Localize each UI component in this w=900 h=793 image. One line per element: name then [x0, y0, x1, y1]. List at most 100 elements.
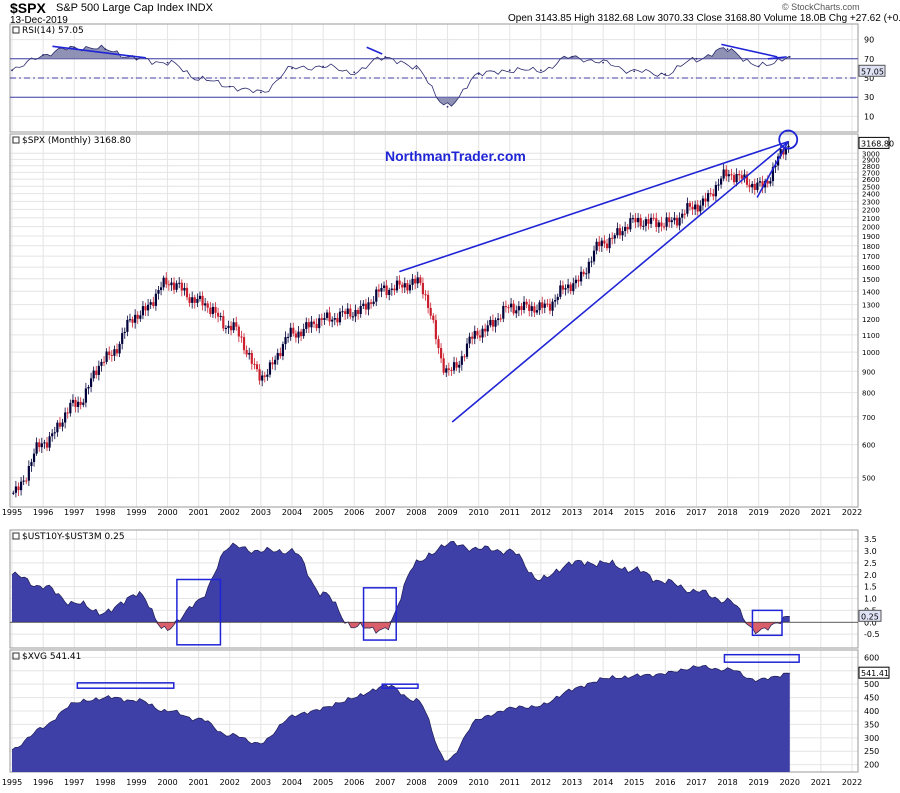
- price-candle-body: [631, 218, 635, 220]
- bottom-year-label-2007: 2007: [375, 778, 395, 787]
- price-candle-body: [118, 343, 121, 354]
- price-candle-body: [476, 330, 479, 336]
- price-candle-body: [766, 180, 769, 184]
- price-candle-body: [670, 220, 673, 223]
- price-candle-body: [758, 181, 762, 183]
- price-candle-body: [271, 362, 274, 365]
- price-candle-body: [79, 401, 82, 405]
- price-candle-body: [214, 306, 217, 313]
- price-candle-body: [411, 278, 414, 285]
- price-candle-body: [136, 314, 139, 319]
- price-candle-body: [551, 301, 554, 311]
- price-year-label-2010: 2010: [468, 508, 488, 517]
- price-candle-body: [19, 481, 23, 491]
- price-year-label-1995: 1995: [2, 508, 22, 517]
- price-candle-body: [240, 336, 243, 338]
- price-candle-body: [320, 318, 323, 320]
- bottom-year-label-2008: 2008: [406, 778, 426, 787]
- price-candle-body: [224, 328, 227, 330]
- price-candle-body: [637, 217, 640, 223]
- price-candle-body: [388, 289, 391, 295]
- spread-legend: $UST10Y-$UST3M 0.25: [22, 532, 125, 542]
- bottom-year-label-2004: 2004: [282, 778, 302, 787]
- bottom-year-label-2014: 2014: [593, 778, 613, 787]
- price-tick-label: 2600: [862, 176, 880, 184]
- price-candle-body: [564, 288, 567, 290]
- price-candle-body: [87, 386, 90, 389]
- price-candle-body: [748, 184, 751, 188]
- price-candle-body: [95, 370, 98, 375]
- price-candle-body: [281, 344, 285, 357]
- price-candle-body: [134, 314, 137, 323]
- price-candle-body: [266, 374, 269, 377]
- price-candle-body: [25, 480, 28, 482]
- price-candle-body: [548, 303, 552, 311]
- rsi-point-2019: [757, 65, 760, 68]
- price-candle-body: [528, 304, 531, 311]
- price-candle-body: [157, 290, 160, 294]
- price-candle-body: [121, 333, 124, 344]
- price-candle-body: [209, 307, 212, 314]
- price-candle-body: [227, 325, 230, 329]
- price-candle-body: [100, 361, 103, 366]
- price-candle-body: [515, 310, 518, 314]
- price-candle-body: [530, 306, 533, 311]
- price-candle-body: [647, 219, 650, 224]
- price-candle-body: [147, 304, 150, 311]
- rsi-point-2002: [228, 85, 231, 88]
- price-candle-body: [509, 303, 513, 308]
- price-candle-body: [165, 277, 168, 285]
- price-candle-body: [751, 183, 754, 188]
- price-candle-body: [175, 283, 178, 290]
- price-candle-body: [707, 193, 710, 202]
- price-candle-body: [779, 149, 782, 157]
- price-year-label-2003: 2003: [251, 508, 271, 517]
- price-candle-body: [450, 369, 453, 371]
- price-candle-body: [258, 369, 261, 381]
- price-candle-body: [58, 422, 62, 427]
- spread-tick-label: 2.5: [864, 559, 877, 568]
- price-candle-body: [429, 307, 432, 316]
- price-candle-body: [458, 364, 461, 368]
- price-candle-body: [784, 147, 787, 155]
- price-candle-body: [730, 174, 733, 176]
- price-year-label-1998: 1998: [95, 508, 115, 517]
- price-candle-body: [253, 363, 256, 365]
- price-candle-body: [367, 302, 370, 310]
- price-candle-body: [408, 284, 412, 291]
- price-candle-body: [141, 306, 145, 316]
- price-tick-label: 2500: [862, 183, 880, 191]
- price-candle-body: [22, 480, 25, 482]
- price-candle-body: [740, 175, 743, 179]
- price-candle-body: [380, 287, 383, 292]
- price-candle-body: [709, 193, 712, 195]
- price-candle-body: [696, 204, 699, 212]
- price-year-label-2022: 2022: [842, 508, 862, 517]
- price-candle-body: [468, 336, 471, 344]
- rsi-point-2018: [726, 48, 729, 51]
- price-candle-body: [673, 217, 676, 221]
- price-tick-label: 1700: [862, 253, 880, 261]
- price-candle-body: [299, 331, 303, 337]
- rsi-last-value-text: 57.05: [861, 67, 884, 76]
- spread-inversion-box-3: [751, 609, 783, 637]
- price-tick-label: 1800: [862, 243, 880, 251]
- rsi-point-2015: [633, 70, 636, 73]
- spread-positive-area: [12, 541, 790, 623]
- xvg-tick-label: 250: [864, 747, 879, 756]
- price-candle-body: [172, 282, 176, 290]
- price-candle-body: [193, 297, 196, 303]
- spread-legend-swatch: [12, 532, 20, 540]
- price-candle-body: [279, 353, 282, 357]
- price-candle-body: [180, 282, 183, 291]
- header-date: 13-Dec-2019: [10, 15, 68, 26]
- bottom-year-label-1997: 1997: [64, 778, 84, 787]
- price-candle-body: [616, 228, 619, 236]
- rsi-point-2003: [259, 91, 262, 94]
- rsi-overbought-shade: [12, 45, 790, 59]
- price-legend-swatch: [12, 136, 20, 144]
- price-candle-body: [406, 283, 409, 291]
- rsi-point-2009: [446, 105, 449, 108]
- price-candle-body: [385, 285, 388, 295]
